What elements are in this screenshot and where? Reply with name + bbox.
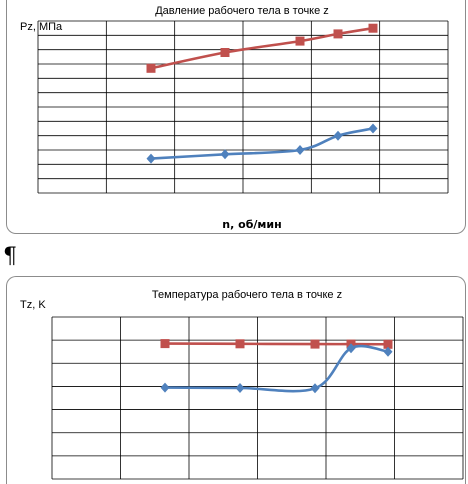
data-point-diamond: [295, 145, 305, 155]
data-point-square: [368, 23, 378, 33]
x-axis-label: n, об/мин: [222, 218, 281, 231]
y-axis-label: Tz, K: [20, 299, 46, 311]
series-2: [160, 343, 393, 394]
pressure-chart-frame: [6, 0, 466, 234]
series-2: [146, 123, 378, 164]
data-point-diamond: [383, 346, 393, 357]
data-point-diamond: [160, 382, 170, 393]
plot-grid: [51, 316, 464, 480]
pilcrow-mark: ¶: [3, 244, 17, 269]
data-point-diamond: [146, 153, 156, 164]
data-point-square: [333, 29, 343, 39]
data-point-square: [146, 63, 156, 73]
data-point-diamond: [220, 149, 230, 160]
data-point-square: [235, 339, 245, 349]
data-point-diamond: [368, 123, 378, 134]
series-line: [164, 344, 389, 393]
data-point-diamond: [310, 383, 320, 394]
data-point-square: [295, 36, 305, 46]
data-point-diamond: [235, 383, 245, 393]
chart-title: Температура рабочего тела в точке z: [152, 289, 342, 301]
data-point-square: [160, 339, 170, 349]
data-point-square: [383, 339, 393, 349]
pressure-chart: Давление рабочего тела в точке z Pz, МПа n…: [20, 5, 449, 231]
temperature-chart-frame: [6, 276, 466, 484]
data-point-square: [310, 339, 320, 349]
data-point-diamond: [333, 130, 343, 141]
data-point-diamond: [346, 343, 356, 354]
plot-grid: [37, 20, 449, 194]
y-axis-label: Pz, МПа: [20, 21, 63, 33]
data-point-square: [220, 48, 230, 57]
series-1: [146, 23, 378, 73]
chart-title: Давление рабочего тела в точке z: [155, 5, 329, 17]
